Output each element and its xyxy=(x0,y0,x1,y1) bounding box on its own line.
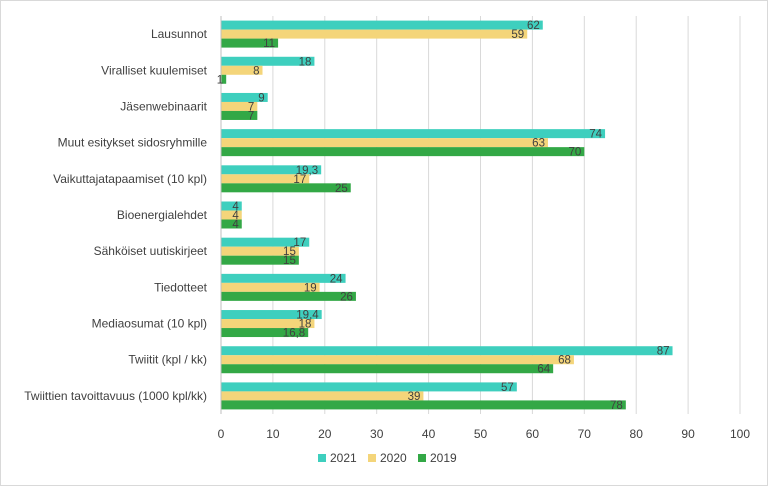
data-label: 4 xyxy=(232,210,239,222)
category-label: Bioenergialehdet xyxy=(117,208,208,222)
category-label: Twiitit (kpl / kk) xyxy=(128,353,207,367)
data-label: 4 xyxy=(232,201,239,213)
x-tick-label: 80 xyxy=(630,427,644,441)
data-label: 4 xyxy=(232,219,239,231)
category-label: Mediaosumat (10 kpl) xyxy=(92,317,207,331)
data-label: 74 xyxy=(589,129,602,141)
legend: 2021 2020 2019 xyxy=(318,451,457,465)
data-label: 15 xyxy=(283,246,296,258)
category-label: Viralliset kuulemiset xyxy=(101,63,207,77)
bar-2019 xyxy=(221,147,585,157)
bar-2020 xyxy=(221,391,424,401)
bar-2021 xyxy=(221,92,268,102)
x-tick-label: 70 xyxy=(578,427,592,441)
bar-2021 xyxy=(221,20,543,30)
bar-2020 xyxy=(221,355,574,365)
data-label: 68 xyxy=(558,355,571,367)
bar-2019 xyxy=(221,291,356,301)
x-tick-label: 40 xyxy=(422,427,436,441)
category-label: Jäsenwebinaarit xyxy=(120,99,207,113)
bar-2020 xyxy=(221,210,242,220)
x-tick-label: 0 xyxy=(218,427,225,441)
data-label: 17 xyxy=(293,237,306,249)
data-label: 24 xyxy=(330,273,343,285)
legend-swatch-2019 xyxy=(418,454,426,462)
data-label: 59 xyxy=(511,29,524,41)
category-label: Sähköiset uutiskirjeet xyxy=(94,244,208,258)
category-label: Lausunnot xyxy=(151,27,208,41)
data-labels: 625911188197774637019,317254441715152419… xyxy=(217,20,670,412)
bar-2020 xyxy=(221,246,299,256)
x-tick-label: 20 xyxy=(318,427,332,441)
data-label: 63 xyxy=(532,138,545,150)
data-label: 17 xyxy=(293,174,306,186)
data-label: 18 xyxy=(299,319,312,331)
legend-label: 2019 xyxy=(430,451,457,465)
data-label: 64 xyxy=(537,364,550,376)
data-label: 18 xyxy=(299,56,312,68)
bar-2020 xyxy=(221,282,320,292)
bar-2019 xyxy=(221,38,279,48)
x-tick-label: 90 xyxy=(681,427,695,441)
x-tick-label: 10 xyxy=(266,427,280,441)
x-tick-label: 100 xyxy=(730,427,750,441)
legend-swatch-2020 xyxy=(368,454,376,462)
data-label: 11 xyxy=(263,38,275,50)
x-tick-label: 30 xyxy=(370,427,384,441)
bar-2021 xyxy=(221,346,673,356)
bar-2021 xyxy=(221,56,315,66)
legend-label: 2021 xyxy=(330,451,357,465)
bar-2021 xyxy=(221,165,322,175)
bars xyxy=(221,20,673,410)
category-label: Twiittien tavoittavuus (1000 kpl/kk) xyxy=(24,389,207,403)
bar-2020 xyxy=(221,29,528,39)
data-label: 78 xyxy=(610,400,623,412)
bar-2019 xyxy=(221,183,351,193)
data-label: 9 xyxy=(258,92,264,104)
data-label: 62 xyxy=(527,20,540,32)
data-label: 57 xyxy=(501,382,514,394)
data-label: 70 xyxy=(569,147,582,159)
legend-label: 2020 xyxy=(380,451,407,465)
bar-2019 xyxy=(221,255,299,265)
data-label: 87 xyxy=(657,346,670,358)
bar-2021 xyxy=(221,310,322,320)
category-label: Tiedotteet xyxy=(154,280,208,294)
data-label: 26 xyxy=(340,291,353,303)
legend-swatch-2021 xyxy=(318,454,326,462)
data-label: 19 xyxy=(304,282,317,294)
bar-2020 xyxy=(221,174,310,184)
x-tick-label: 50 xyxy=(474,427,488,441)
bar-2020 xyxy=(221,101,258,111)
data-label: 15 xyxy=(283,255,296,267)
x-tick-label: 60 xyxy=(526,427,540,441)
data-label: 25 xyxy=(335,183,348,195)
bar-2021 xyxy=(221,382,517,392)
bar-2021 xyxy=(221,201,242,211)
bar-2019 xyxy=(221,219,242,229)
bar-2021 xyxy=(221,129,606,139)
category-label: Vaikuttajatapaamiset (10 kpl) xyxy=(53,172,207,186)
bar-2020 xyxy=(221,138,548,148)
data-label: 7 xyxy=(248,110,254,122)
bar-2019 xyxy=(221,328,309,338)
data-label: 39 xyxy=(408,391,421,403)
category-label: Muut esitykset sidosryhmille xyxy=(58,136,208,150)
bar-2019 xyxy=(221,110,258,120)
data-label: 1 xyxy=(217,74,223,86)
axes: 0 10 20 30 40 50 60 70 80 90 100 Lausunnot Virallise… xyxy=(24,16,750,441)
bar-2021 xyxy=(221,273,346,283)
data-label: 19,3 xyxy=(296,165,318,177)
bar-2019 xyxy=(221,400,626,410)
data-label: 19,4 xyxy=(296,310,319,322)
bar-2020 xyxy=(221,319,315,329)
bar-2021 xyxy=(221,237,310,247)
bar-2019 xyxy=(221,74,227,84)
data-label: 16,8 xyxy=(283,328,305,340)
bar-2020 xyxy=(221,65,263,75)
data-label: 7 xyxy=(248,101,254,113)
data-label: 8 xyxy=(253,65,259,77)
bar-2019 xyxy=(221,364,554,374)
